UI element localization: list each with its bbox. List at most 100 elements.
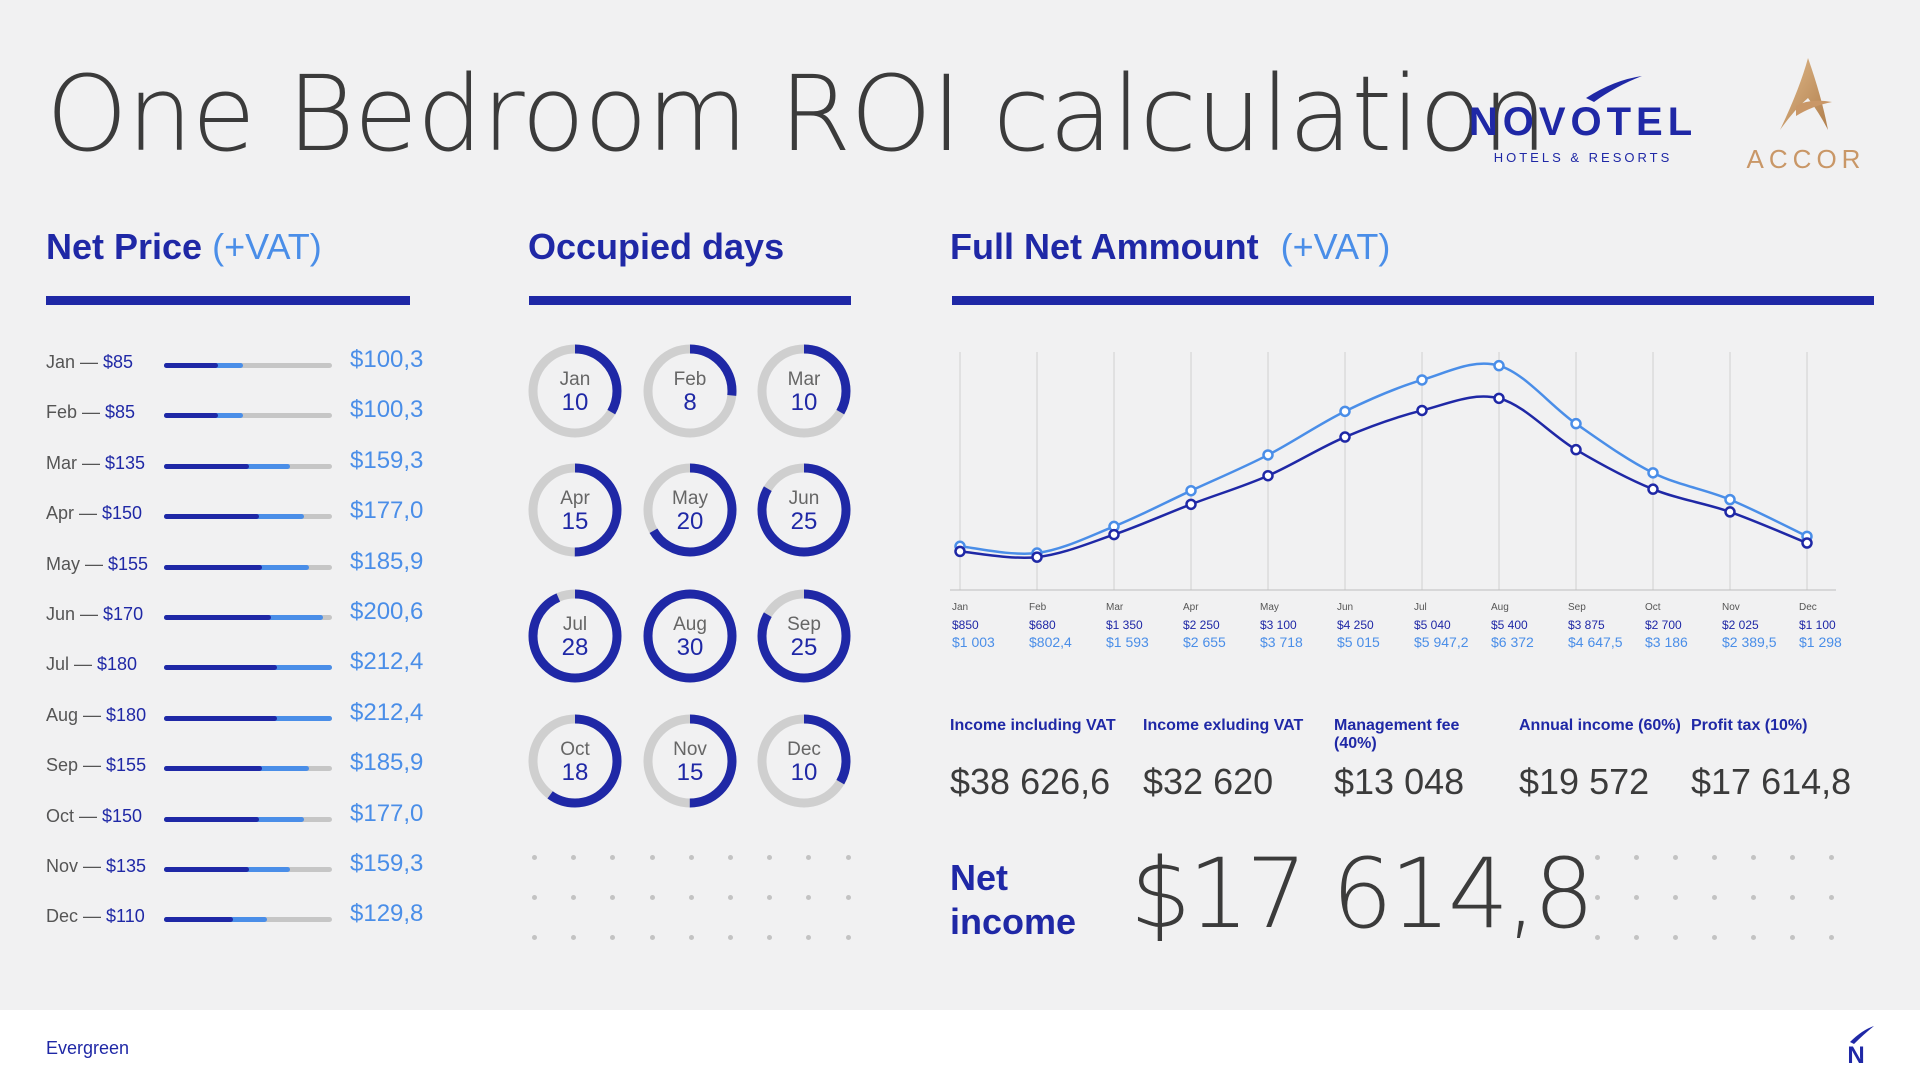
- net-price-bar: [164, 917, 332, 923]
- ring-days: 8: [683, 389, 697, 416]
- ring-month: Jun: [788, 488, 820, 509]
- net-price-label: Nov — $135: [46, 856, 146, 877]
- net-price-label: Jun — $170: [46, 604, 143, 625]
- data-point: [1262, 449, 1274, 461]
- series-line: [959, 362, 1808, 555]
- net-price-vat-value: $200,6: [350, 598, 424, 625]
- x-tick-label: Dec: [1799, 602, 1817, 613]
- accor-logo: ACCOR: [1736, 58, 1876, 174]
- net-price-vat-value: $212,4: [350, 698, 424, 726]
- data-label-net: $2 025: [1722, 618, 1759, 632]
- x-tick-label: Jun: [1337, 602, 1353, 613]
- ring-chart: [528, 589, 622, 683]
- decorative-dot: [571, 935, 577, 940]
- net-price-base: $135: [106, 856, 147, 876]
- decorative-dot: [1673, 895, 1678, 900]
- decorative-dot: [532, 855, 537, 860]
- decorative-dot: [1673, 855, 1678, 860]
- data-label-vat: $6 372: [1491, 634, 1534, 650]
- occupied-day-ring: Sep 25: [754, 586, 854, 686]
- net-price-label: Aug — $180: [46, 705, 146, 726]
- data-label-vat: $3 718: [1260, 634, 1303, 650]
- data-point: [1493, 392, 1505, 405]
- decorative-dot: [806, 895, 812, 900]
- ring-chart: [528, 463, 622, 557]
- net-price-bar: [164, 665, 332, 671]
- data-label-vat: $1 003: [952, 634, 995, 650]
- net-price-bar: [164, 715, 332, 721]
- ring-chart: [528, 344, 622, 438]
- occupied-day-ring: Aug 30: [640, 586, 740, 686]
- net-price-bar: [164, 867, 332, 872]
- decorative-dot: [532, 895, 537, 900]
- data-label-net: $3 100: [1260, 618, 1297, 632]
- data-point: [1724, 493, 1736, 506]
- occupied-days-title: Occupied days: [528, 226, 784, 268]
- decorative-dot: [571, 895, 577, 900]
- net-price-bar: [164, 816, 332, 822]
- ring-chart: [643, 463, 737, 557]
- occupied-day-ring: Dec 10: [754, 711, 854, 811]
- occupied-day-ring: Jan 10: [525, 341, 625, 441]
- stat-value: $17 614,8: [1691, 761, 1852, 802]
- net-price-label: Apr — $150: [46, 503, 142, 524]
- data-point: [1570, 443, 1582, 456]
- decorative-dot: [649, 935, 655, 940]
- occupied-day-ring: Mar 10: [754, 341, 854, 441]
- decorative-dot: [845, 895, 851, 900]
- net-price-bar: [164, 514, 332, 520]
- x-tick-label: Feb: [1029, 602, 1047, 613]
- data-label-vat: $2 655: [1183, 634, 1226, 650]
- data-label-vat: $2 389,5: [1722, 634, 1777, 650]
- ring-chart: [643, 344, 737, 438]
- decorative-dot: [767, 855, 773, 860]
- stat-label: Income including VAT: [950, 717, 1116, 734]
- net-price-base: $85: [103, 352, 134, 372]
- ring-month: Oct: [560, 739, 590, 760]
- ring-chart: [757, 463, 851, 557]
- ring-chart: [643, 714, 737, 808]
- net-price-base: $85: [105, 402, 136, 423]
- footer-text: Evergreen: [46, 1038, 130, 1058]
- stat-label: Management fee (40%): [1334, 717, 1460, 752]
- net-price-vat-value: $185,9: [350, 749, 424, 777]
- net-price-bar: [164, 363, 332, 368]
- decorative-dot: [1790, 935, 1795, 940]
- decorative-dot: [845, 935, 851, 940]
- net-price-label: Oct — $150: [46, 806, 142, 827]
- data-label-vat: $3 186: [1645, 634, 1688, 650]
- net-price-label: Feb — $85: [46, 402, 135, 423]
- decorative-dot: [1634, 935, 1639, 940]
- data-label-net: $3 875: [1568, 618, 1605, 632]
- occupied-day-ring: May 20: [640, 460, 740, 560]
- ring-month: Nov: [673, 739, 707, 760]
- net-price-bar-base: [164, 715, 278, 721]
- net-price-vat-value: $212,4: [350, 648, 424, 676]
- net-price-base: $135: [105, 452, 146, 473]
- ring-month: Mar: [787, 369, 821, 390]
- ring-days: 10: [790, 759, 818, 786]
- decorative-dot: [1751, 935, 1756, 940]
- net-price-month: Sep —: [46, 755, 107, 776]
- net-price-month: Aug —: [46, 704, 107, 725]
- decorative-dot: [688, 935, 694, 940]
- stat-label: Annual income (60%): [1519, 717, 1681, 734]
- occupied-days-divider: [529, 296, 851, 305]
- stat-label: Profit tax (10%): [1691, 717, 1808, 734]
- net-income-label-line2: income: [950, 901, 1077, 942]
- data-label-vat: $5 947,2: [1414, 634, 1469, 650]
- x-tick-label: Oct: [1645, 602, 1661, 613]
- decorative-dot: [728, 935, 733, 940]
- full-net-vat-note: (+VAT): [1280, 226, 1391, 267]
- data-point: [1647, 483, 1659, 495]
- x-tick-label: May: [1260, 602, 1279, 613]
- occupied-day-ring: Feb 8: [640, 341, 740, 441]
- ring-progress: [757, 714, 851, 808]
- data-label-net: $5 040: [1414, 618, 1451, 632]
- ring-days: 25: [790, 634, 818, 661]
- ring-days: 20: [676, 508, 704, 535]
- ring-days: 30: [676, 634, 704, 661]
- net-price-vat-value: $177,0: [350, 799, 424, 827]
- decorative-dot: [610, 895, 616, 900]
- decorative-dot: [688, 855, 694, 860]
